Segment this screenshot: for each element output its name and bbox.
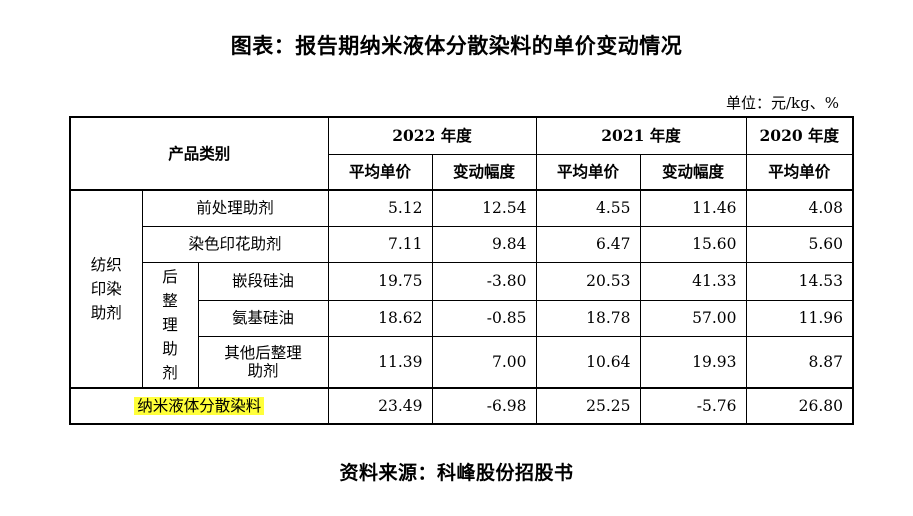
- sub-group-char-5: 剂: [162, 363, 178, 382]
- cell-change-2021: 41.33: [639, 261, 747, 301]
- cell-change-2021: 57.00: [639, 299, 747, 337]
- source-note: 资料来源：科峰股份招股书: [339, 462, 574, 484]
- cell-change-2022: -0.85: [431, 299, 537, 337]
- cell-change-2021: -5.76: [639, 387, 747, 425]
- cell-price-2020: 26.80: [745, 387, 854, 425]
- sub-header-change-2022: 变动幅度: [431, 153, 537, 191]
- cell-price-2022: 7.11: [327, 225, 433, 263]
- sub-group-char-4: 助: [162, 339, 178, 358]
- row-name-line-1: 其他后整理: [224, 343, 302, 362]
- cell-change-2022: 7.00: [431, 335, 537, 389]
- cell-price-2021: 25.25: [535, 387, 641, 425]
- sub-header-price-2021: 平均单价: [535, 153, 641, 191]
- cell-change-2021: 15.60: [639, 225, 747, 263]
- cell-price-2020: 5.60: [745, 225, 854, 263]
- group-label-line-2: 印染: [90, 280, 122, 298]
- row-name: 氨基硅油: [197, 299, 329, 337]
- group-label: 纺织 印染 助剂: [69, 189, 143, 389]
- cell-price-2020: 14.53: [745, 261, 854, 301]
- year-2022-header: 2022 年度: [327, 116, 537, 155]
- category-header: 产品类别: [69, 116, 329, 191]
- group-label-line-3: 助剂: [90, 304, 122, 322]
- cell-price-2022: 11.39: [327, 335, 433, 389]
- page-title: 图表：报告期纳米液体分散染料的单价变动情况: [230, 33, 683, 58]
- highlighted-product-name: 纳米液体分散染料: [134, 397, 265, 415]
- sub-header-price-2020: 平均单价: [745, 153, 854, 191]
- cell-change-2022: 12.54: [431, 189, 537, 227]
- cell-price-2022: 5.12: [327, 189, 433, 227]
- group-label-line-1: 纺织: [90, 256, 122, 274]
- cell-price-2022: 18.62: [327, 299, 433, 337]
- sub-group-label: 后 整 理 助 剂: [141, 261, 199, 389]
- year-2021-header: 2021 年度: [535, 116, 747, 155]
- row-name: 染色印花助剂: [141, 225, 329, 263]
- cell-price-2022: 23.49: [327, 387, 433, 425]
- row-name: 其他后整理 助剂: [197, 335, 329, 389]
- total-row-name: 纳米液体分散染料: [69, 387, 329, 425]
- cell-price-2020: 4.08: [745, 189, 854, 227]
- sub-group-char-2: 整: [162, 291, 178, 310]
- sub-group-char-3: 理: [162, 315, 178, 334]
- cell-price-2021: 10.64: [535, 335, 641, 389]
- cell-change-2021: 11.46: [639, 189, 747, 227]
- price-table: 产品类别 2022 年度 2021 年度 2020 年度 平均单价 变动幅度 平…: [69, 116, 855, 425]
- sub-group-char-1: 后: [162, 267, 178, 286]
- cell-price-2022: 19.75: [327, 261, 433, 301]
- cell-price-2021: 18.78: [535, 299, 641, 337]
- sub-header-price-2022: 平均单价: [327, 153, 433, 191]
- unit-label: 单位：元/kg、%: [726, 94, 839, 112]
- cell-change-2022: -3.80: [431, 261, 537, 301]
- row-name-line-2: 助剂: [247, 361, 279, 380]
- cell-change-2021: 19.93: [639, 335, 747, 389]
- row-name: 嵌段硅油: [197, 261, 329, 301]
- cell-change-2022: 9.84: [431, 225, 537, 263]
- cell-price-2021: 6.47: [535, 225, 641, 263]
- cell-price-2021: 4.55: [535, 189, 641, 227]
- cell-change-2022: -6.98: [431, 387, 537, 425]
- cell-price-2020: 11.96: [745, 299, 854, 337]
- cell-price-2020: 8.87: [745, 335, 854, 389]
- cell-price-2021: 20.53: [535, 261, 641, 301]
- sub-header-change-2021: 变动幅度: [639, 153, 747, 191]
- row-name: 前处理助剂: [141, 189, 329, 227]
- year-2020-header: 2020 年度: [745, 116, 854, 155]
